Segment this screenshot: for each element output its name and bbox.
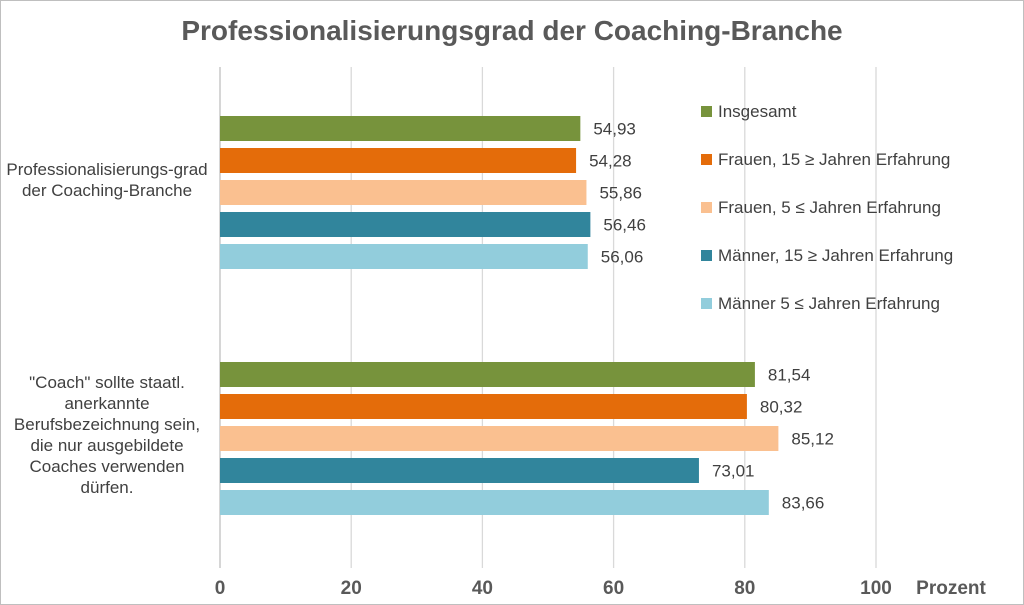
legend: Insgesamt Frauen, 15 ≥ Jahren Erfahrung Fr… (701, 97, 1021, 337)
legend-item: Männer 5 ≤ Jahren Erfahrung (701, 289, 1021, 318)
data-label: 56,46 (603, 216, 646, 235)
bar (220, 490, 769, 515)
bar (220, 244, 588, 269)
x-tick-label: 0 (215, 578, 226, 599)
data-label: 73,01 (712, 462, 755, 481)
legend-swatch (701, 106, 712, 117)
legend-swatch (701, 298, 712, 309)
bar (220, 180, 587, 205)
data-label: 85,12 (791, 430, 834, 449)
bar (220, 116, 581, 141)
bar (220, 458, 699, 483)
bars (220, 116, 779, 515)
data-label: 83,66 (782, 494, 825, 513)
legend-label: Männer 5 ≤ Jahren Erfahrung (718, 293, 940, 313)
x-tick-label: 60 (603, 578, 624, 599)
x-tick-label: 20 (341, 578, 362, 599)
category-label-professionalization: Professionalisierungs-grad der Coaching-… (6, 160, 208, 200)
data-label: 55,86 (599, 184, 642, 203)
x-tick-label: 80 (734, 578, 755, 599)
legend-swatch (701, 250, 712, 261)
x-axis-ticks: 0 20 40 60 80 100 (215, 578, 892, 599)
x-tick-label: 100 (860, 578, 892, 599)
data-labels: 54,93 81,54 54,28 80,32 55,86 85,12 56,46 73,01… (589, 120, 834, 513)
chart-title: Professionalisierungsgrad der Coaching-B… (181, 15, 843, 46)
data-label: 54,28 (589, 152, 632, 171)
bar (220, 426, 779, 451)
legend-label: Frauen, 15 ≥ Jahren Erfahrung (718, 149, 951, 169)
legend-swatch (701, 202, 712, 213)
bar (220, 212, 591, 237)
x-axis-label: Prozent (916, 578, 986, 599)
legend-item: Männer, 15 ≥ Jahren Erfahrung (701, 241, 1021, 270)
bar (220, 394, 747, 419)
bar (220, 148, 577, 173)
category-label-coach-title: "Coach" sollte staatl. anerkannte Berufs… (13, 373, 201, 497)
legend-label: Frauen, 5 ≤ Jahren Erfahrung (718, 197, 941, 217)
bar (220, 362, 755, 387)
data-label: 80,32 (760, 398, 803, 417)
legend-item: Insgesamt (701, 97, 1021, 126)
legend-swatch (701, 154, 712, 165)
data-label: 81,54 (768, 366, 811, 385)
legend-item: Frauen, 5 ≤ Jahren Erfahrung (701, 193, 1021, 222)
x-tick-label: 40 (472, 578, 493, 599)
data-label: 54,93 (593, 120, 636, 139)
legend-item: Frauen, 15 ≥ Jahren Erfahrung (701, 145, 1021, 174)
legend-label: Insgesamt (718, 101, 797, 121)
data-label: 56,06 (601, 248, 644, 267)
legend-label: Männer, 15 ≥ Jahren Erfahrung (718, 245, 954, 265)
